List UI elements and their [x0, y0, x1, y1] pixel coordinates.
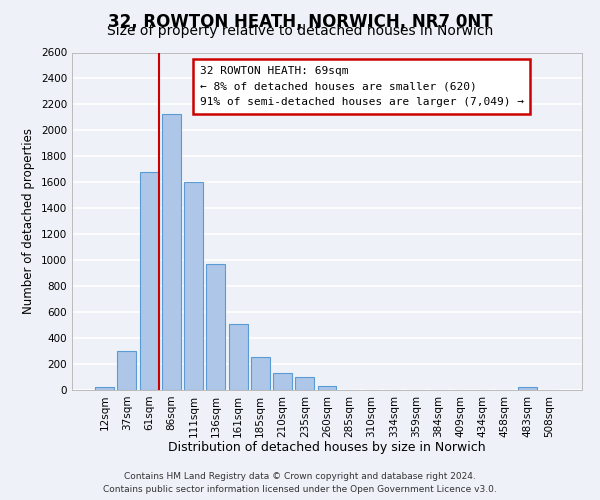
Bar	[251, 357, 270, 390]
Bar	[229, 324, 248, 390]
Text: 32 ROWTON HEATH: 69sqm
← 8% of detached houses are smaller (620)
91% of semi-det: 32 ROWTON HEATH: 69sqm ← 8% of detached …	[199, 66, 523, 107]
Bar	[95, 388, 114, 390]
Bar	[206, 264, 225, 390]
Bar	[162, 114, 181, 390]
Bar	[317, 386, 337, 390]
Y-axis label: Number of detached properties: Number of detached properties	[22, 128, 35, 314]
Bar	[140, 172, 158, 390]
Text: Contains HM Land Registry data © Crown copyright and database right 2024.
Contai: Contains HM Land Registry data © Crown c…	[103, 472, 497, 494]
Text: Size of property relative to detached houses in Norwich: Size of property relative to detached ho…	[107, 24, 493, 38]
Text: 32, ROWTON HEATH, NORWICH, NR7 0NT: 32, ROWTON HEATH, NORWICH, NR7 0NT	[107, 12, 493, 30]
Bar	[184, 182, 203, 390]
Bar	[295, 377, 314, 390]
Bar	[518, 388, 536, 390]
Bar	[118, 351, 136, 390]
X-axis label: Distribution of detached houses by size in Norwich: Distribution of detached houses by size …	[168, 441, 486, 454]
Bar	[273, 373, 292, 390]
